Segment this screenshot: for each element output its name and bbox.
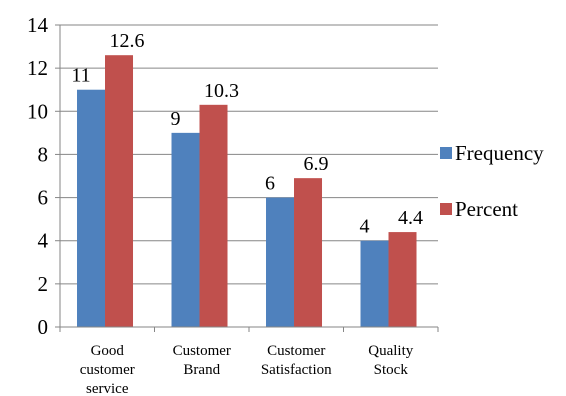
legend-label-percent: Percent [455,197,518,221]
legend-swatch-percent [440,203,452,215]
data-label: 11 [71,65,90,87]
bar-frequency [77,89,106,327]
legend-label-frequency: Frequency [455,141,544,165]
y-tick-label: 4 [38,229,49,253]
y-tick-label: 14 [27,13,49,37]
bar-frequency [360,240,389,327]
bar-percent [388,232,417,327]
x-category-label: Quality Stock [368,343,413,378]
data-label: 12.6 [110,30,145,52]
x-category-label: Customer Satisfaction [261,343,332,378]
bar-percent [294,178,323,327]
data-label: 4.4 [398,207,423,229]
legend: Frequency Percent [440,141,544,221]
y-tick-label: 12 [27,56,48,80]
axes: 0 2 4 6 8 10 12 14 Good customer service Customer Br… [27,13,439,396]
data-label: 9 [171,108,181,130]
y-tick-label: 10 [27,99,48,123]
bar-frequency [266,197,295,327]
legend-swatch-frequency [440,147,452,159]
data-label: 4 [360,216,370,238]
bar-percent [199,104,228,327]
data-label: 6.9 [304,153,329,175]
x-category-label: Good customer service [80,343,135,396]
y-tick-label: 6 [38,186,49,210]
y-tick-label: 8 [38,142,49,166]
data-label: 10.3 [204,80,239,102]
data-labels: 11 12.6 9 10.3 6 6.9 4 4.4 [71,30,423,238]
y-tick-label: 2 [38,272,49,296]
x-category-label: Customer Brand [173,343,231,378]
bars [77,55,417,327]
data-label: 6 [265,173,275,195]
bar-frequency [171,132,200,327]
y-tick-label: 0 [38,315,49,339]
bar-percent [105,55,134,327]
